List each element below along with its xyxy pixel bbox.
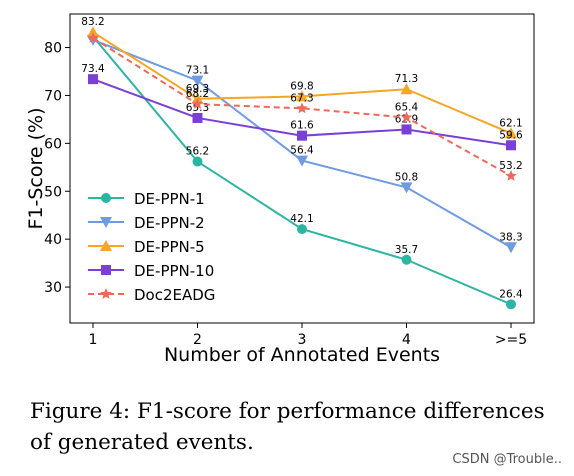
point-doc2eadg [87,31,99,43]
legend-label-doc2eadg: Doc2EADG [134,286,215,304]
legend-marker-de-ppn-2 [100,217,112,228]
data-label-de-ppn-5: 83.2 [81,16,104,28]
point-de-ppn-5 [87,26,99,38]
x-axis-label: Number of Annotated Events [164,344,440,366]
point-de-ppn-5 [400,83,413,95]
point-de-ppn-1 [506,299,516,310]
data-label-doc2eadg: 65.4 [395,101,419,113]
point-doc2eadg [296,102,308,114]
point-de-ppn-5 [296,90,308,102]
point-de-ppn-10 [506,140,516,151]
point-de-ppn-1 [297,224,307,235]
y-tick-label: 30 [44,280,62,296]
y-tick-label: 50 [44,184,62,200]
data-label-de-ppn-2: 50.8 [395,171,418,183]
f1-line-chart: 30 40 50 60 70 80 1 2 3 4 >=5 Number of Annotated E… [25,13,535,366]
point-de-ppn-1 [192,156,203,167]
legend-marker-de-ppn-1 [101,193,111,203]
point-doc2eadg [400,111,413,123]
x-tick-label: 3 [298,332,307,348]
legend-label-de-ppn-10: DE-PPN-10 [134,262,214,280]
point-de-ppn-1 [401,254,412,265]
data-label-de-ppn-2: 56.4 [290,145,314,157]
data-label-de-ppn-10: 59.6 [499,129,523,141]
point-doc2eadg [505,169,517,181]
point-doc2eadg [191,98,204,109]
y-tick-label: 60 [44,136,62,152]
point-de-ppn-2 [191,75,204,87]
point-de-ppn-2 [505,242,517,254]
point-de-ppn-10 [401,124,412,135]
legend-marker-de-ppn-5 [100,240,112,251]
watermark: CSDN @Trouble.. [452,452,562,467]
point-de-ppn-5 [505,127,517,139]
data-label-de-ppn-1: 42.1 [290,213,313,225]
point-de-ppn-2 [400,182,413,194]
data-label-de-ppn-5: 69.3 [186,83,209,95]
y-axis-label: F1-Score (%) [25,107,47,229]
data-label-de-ppn-1: 56.2 [186,146,209,158]
point-de-ppn-10 [88,74,98,85]
data-label-de-ppn-10: 65.3 [186,102,209,114]
legend-marker-doc2eadg [100,288,112,299]
point-de-ppn-10 [192,112,203,123]
series-line-doc2eadg [92,37,512,177]
point-de-ppn-10 [297,130,307,141]
data-label-doc2eadg: 68.2 [186,88,209,100]
x-tick-label: >=5 [495,332,527,348]
legend-label-de-ppn-1: DE-PPN-1 [134,190,205,208]
data-label-de-ppn-5: 62.1 [499,117,522,129]
y-tick-label: 70 [44,88,62,104]
data-label-de-ppn-2: 38.3 [499,231,522,243]
data-label-doc2eadg: 67.3 [290,92,313,104]
legend-label-de-ppn-2: DE-PPN-2 [134,214,205,232]
data-label-de-ppn-1: 35.7 [395,244,418,256]
data-label-de-ppn-5: 69.8 [290,80,313,92]
y-tick-label: 80 [44,41,62,57]
x-tick-label: 4 [402,332,411,348]
data-label-de-ppn-10: 73.4 [81,63,105,75]
x-tick-label: 2 [193,332,202,348]
legend-marker-de-ppn-10 [101,265,111,275]
figure-caption: Figure 4: F1-score for performance diffe… [30,399,545,455]
y-tick-label: 40 [44,232,62,248]
point-de-ppn-2 [296,155,308,167]
x-tick-label: 1 [89,332,98,348]
data-label-doc2eadg: 53.2 [499,160,522,172]
data-label-de-ppn-1: 26.4 [499,288,523,300]
legend-label-de-ppn-5: DE-PPN-5 [134,238,205,256]
data-label-de-ppn-10: 61.6 [290,120,314,132]
data-label-de-ppn-2: 73.1 [186,65,209,77]
data-label-de-ppn-5: 71.3 [395,73,418,85]
